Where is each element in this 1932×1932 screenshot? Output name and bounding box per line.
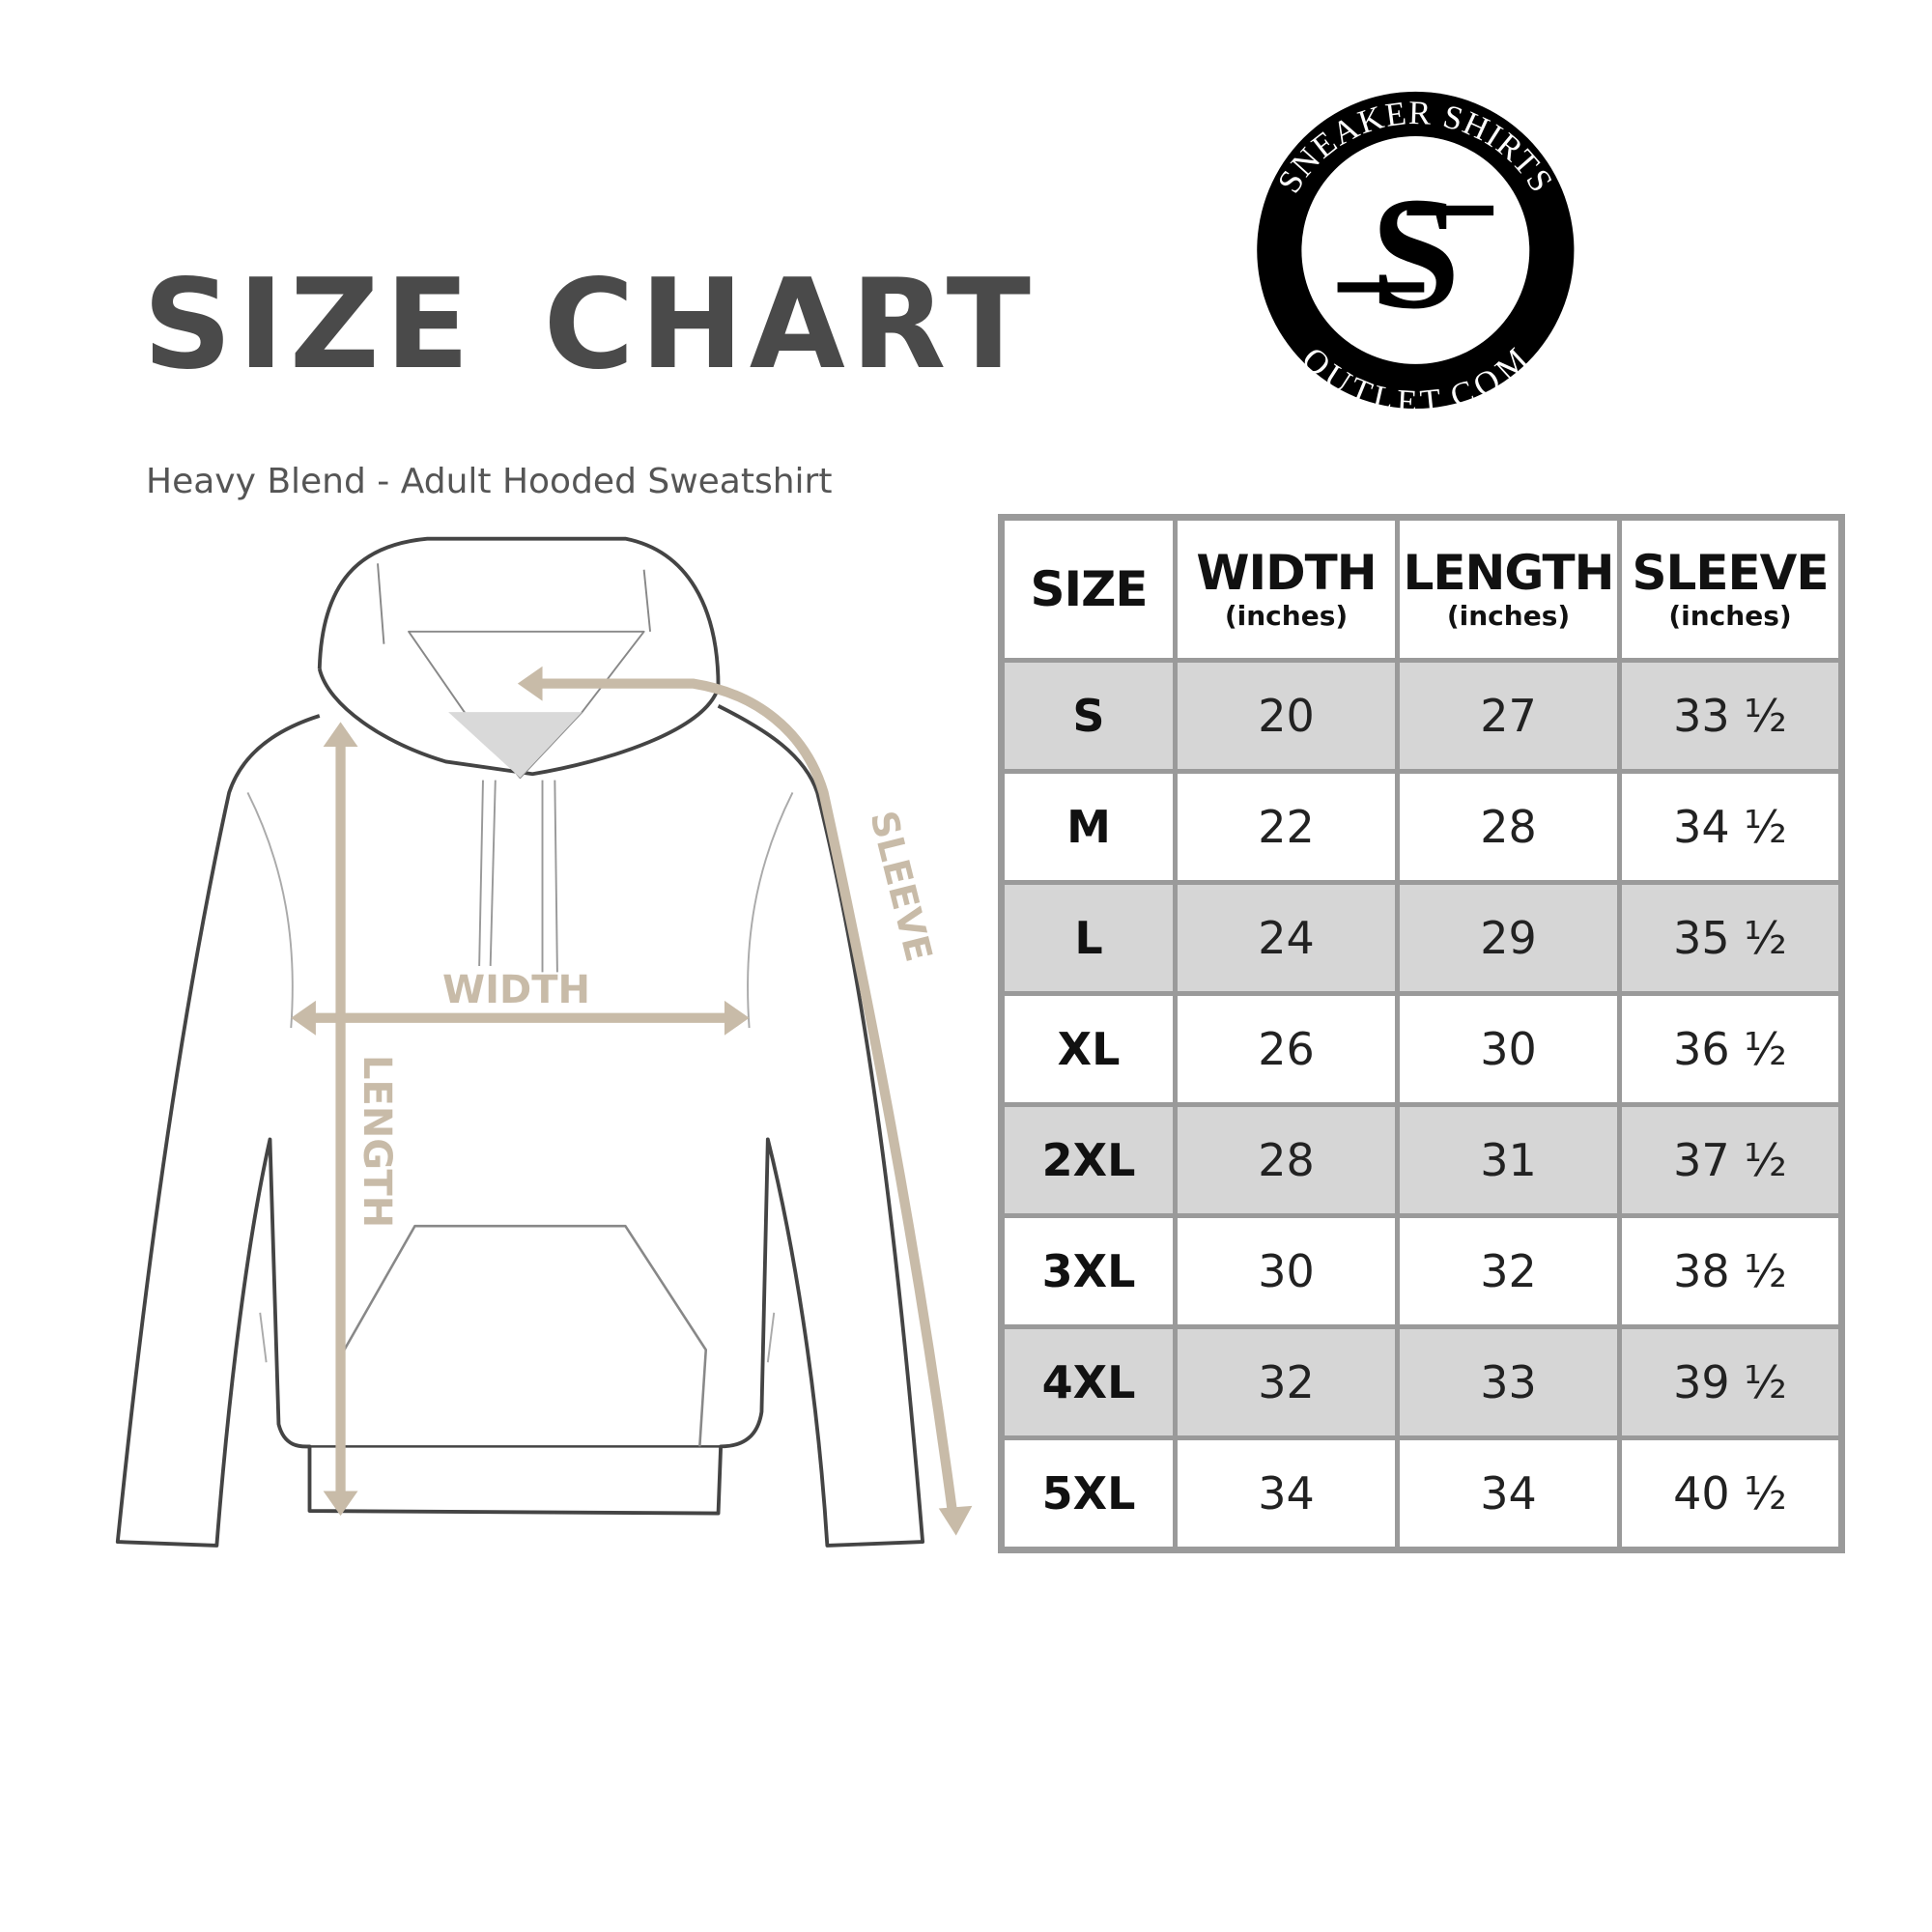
table-row: XL 26 30 36 ½	[999, 991, 1844, 1107]
length-cell: 27	[1395, 658, 1622, 774]
length-cell: 30	[1395, 991, 1622, 1107]
width-cell: 34	[1173, 1435, 1400, 1552]
sleeve-cell: 36 ½	[1617, 991, 1844, 1107]
size-table: SIZE WIDTH (inches) LENGTH (inches) SLEEVE…	[998, 514, 1845, 1553]
size-cell: 2XL	[999, 1102, 1178, 1218]
width-cell: 32	[1173, 1324, 1400, 1440]
table-row: 4XL 32 33 39 ½	[999, 1324, 1844, 1440]
width-cell: 24	[1173, 880, 1400, 996]
size-cell: M	[999, 769, 1178, 885]
table-header-row: SIZE WIDTH (inches) LENGTH (inches) SLEEVE…	[999, 515, 1844, 663]
length-label: LENGTH	[355, 1055, 399, 1229]
size-cell: L	[999, 880, 1178, 996]
width-cell: 20	[1173, 658, 1400, 774]
hoodie-outline	[115, 536, 925, 1548]
column-header-size: SIZE	[999, 515, 1178, 663]
table-row: S 20 27 33 ½	[999, 658, 1844, 774]
sleeve-cell: 35 ½	[1617, 880, 1844, 996]
brand-logo: SNEAKER SHIRTS OUTLET.COM S	[1257, 91, 1575, 421]
size-cell: 4XL	[999, 1324, 1178, 1440]
length-cell: 31	[1395, 1102, 1622, 1218]
length-cell: 33	[1395, 1324, 1622, 1440]
arrowheads	[291, 666, 973, 1536]
column-header-sleeve: SLEEVE (inches)	[1617, 515, 1844, 663]
table-row: 2XL 28 31 37 ½	[999, 1102, 1844, 1218]
width-cell: 26	[1173, 991, 1400, 1107]
table-row: L 24 29 35 ½	[999, 880, 1844, 996]
width-cell: 22	[1173, 769, 1400, 885]
width-cell: 28	[1173, 1102, 1400, 1218]
size-cell: S	[999, 658, 1178, 774]
measurement-arrows	[298, 678, 959, 1526]
sleeve-cell: 37 ½	[1617, 1102, 1844, 1218]
product-subtitle: Heavy Blend - Adult Hooded Sweatshirt	[146, 462, 833, 501]
length-cell: 34	[1395, 1435, 1622, 1552]
table-row: M 22 28 34 ½	[999, 769, 1844, 885]
sleeve-cell: 39 ½	[1617, 1324, 1844, 1440]
sleeve-cell: 33 ½	[1617, 658, 1844, 774]
table-row: 3XL 30 32 38 ½	[999, 1213, 1844, 1329]
sleeve-cell: 40 ½	[1617, 1435, 1844, 1552]
svg-text:S: S	[1371, 164, 1461, 343]
size-cell: 5XL	[999, 1435, 1178, 1552]
width-cell: 30	[1173, 1213, 1400, 1329]
width-label: WIDTH	[442, 968, 590, 1012]
size-cell: 3XL	[999, 1213, 1178, 1329]
page-title: SIZE CHART	[143, 253, 1037, 397]
length-cell: 29	[1395, 880, 1622, 996]
size-cell: XL	[999, 991, 1178, 1107]
length-cell: 32	[1395, 1213, 1622, 1329]
length-cell: 28	[1395, 769, 1622, 885]
sleeve-cell: 34 ½	[1617, 769, 1844, 885]
sleeve-arrow	[527, 678, 959, 1526]
table-row: 5XL 34 34 40 ½	[999, 1435, 1844, 1552]
column-header-width: WIDTH (inches)	[1173, 515, 1400, 663]
sleeve-cell: 38 ½	[1617, 1213, 1844, 1329]
column-header-length: LENGTH (inches)	[1395, 515, 1622, 663]
